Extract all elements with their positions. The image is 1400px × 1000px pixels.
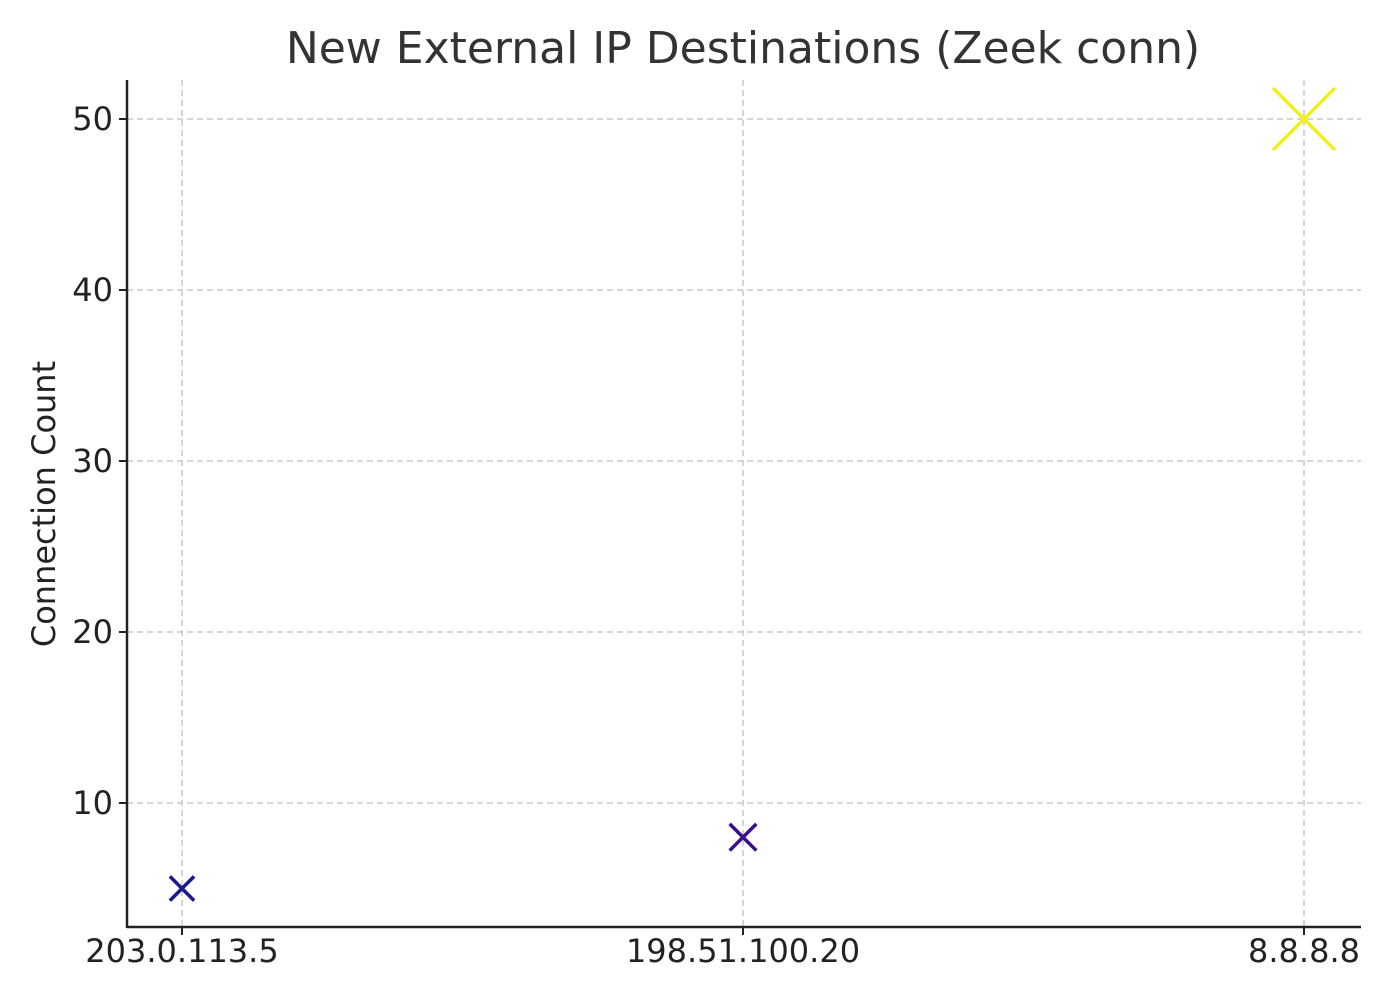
- chart-title: New External IP Destinations (Zeek conn): [286, 23, 1200, 74]
- ticks-layer: 10 20 30 40 50 203.0.113.5 198.51.100.20 8.8.8.…: [72, 100, 1360, 970]
- y-axis-label: Connection Count: [25, 361, 63, 647]
- grid-layer: [127, 80, 1361, 927]
- x-tick-label: 203.0.113.5: [85, 932, 278, 970]
- y-tick-label: 20: [72, 613, 113, 651]
- points-layer: [168, 86, 1337, 902]
- x-tick-label: 198.51.100.20: [626, 932, 860, 970]
- data-point: [1271, 86, 1337, 152]
- data-point: [728, 822, 758, 852]
- y-tick-label: 50: [72, 100, 113, 138]
- data-point-stroke: [168, 875, 196, 902]
- data-point: [168, 875, 196, 902]
- y-tick-label: 10: [72, 784, 113, 822]
- axis-layer: [125, 80, 1361, 929]
- x-tick-label: 8.8.8.8: [1248, 932, 1360, 970]
- y-tick-label: 40: [72, 271, 113, 309]
- y-tick-label: 30: [72, 442, 113, 480]
- data-point-stroke: [1271, 86, 1337, 152]
- data-point-stroke: [728, 822, 758, 852]
